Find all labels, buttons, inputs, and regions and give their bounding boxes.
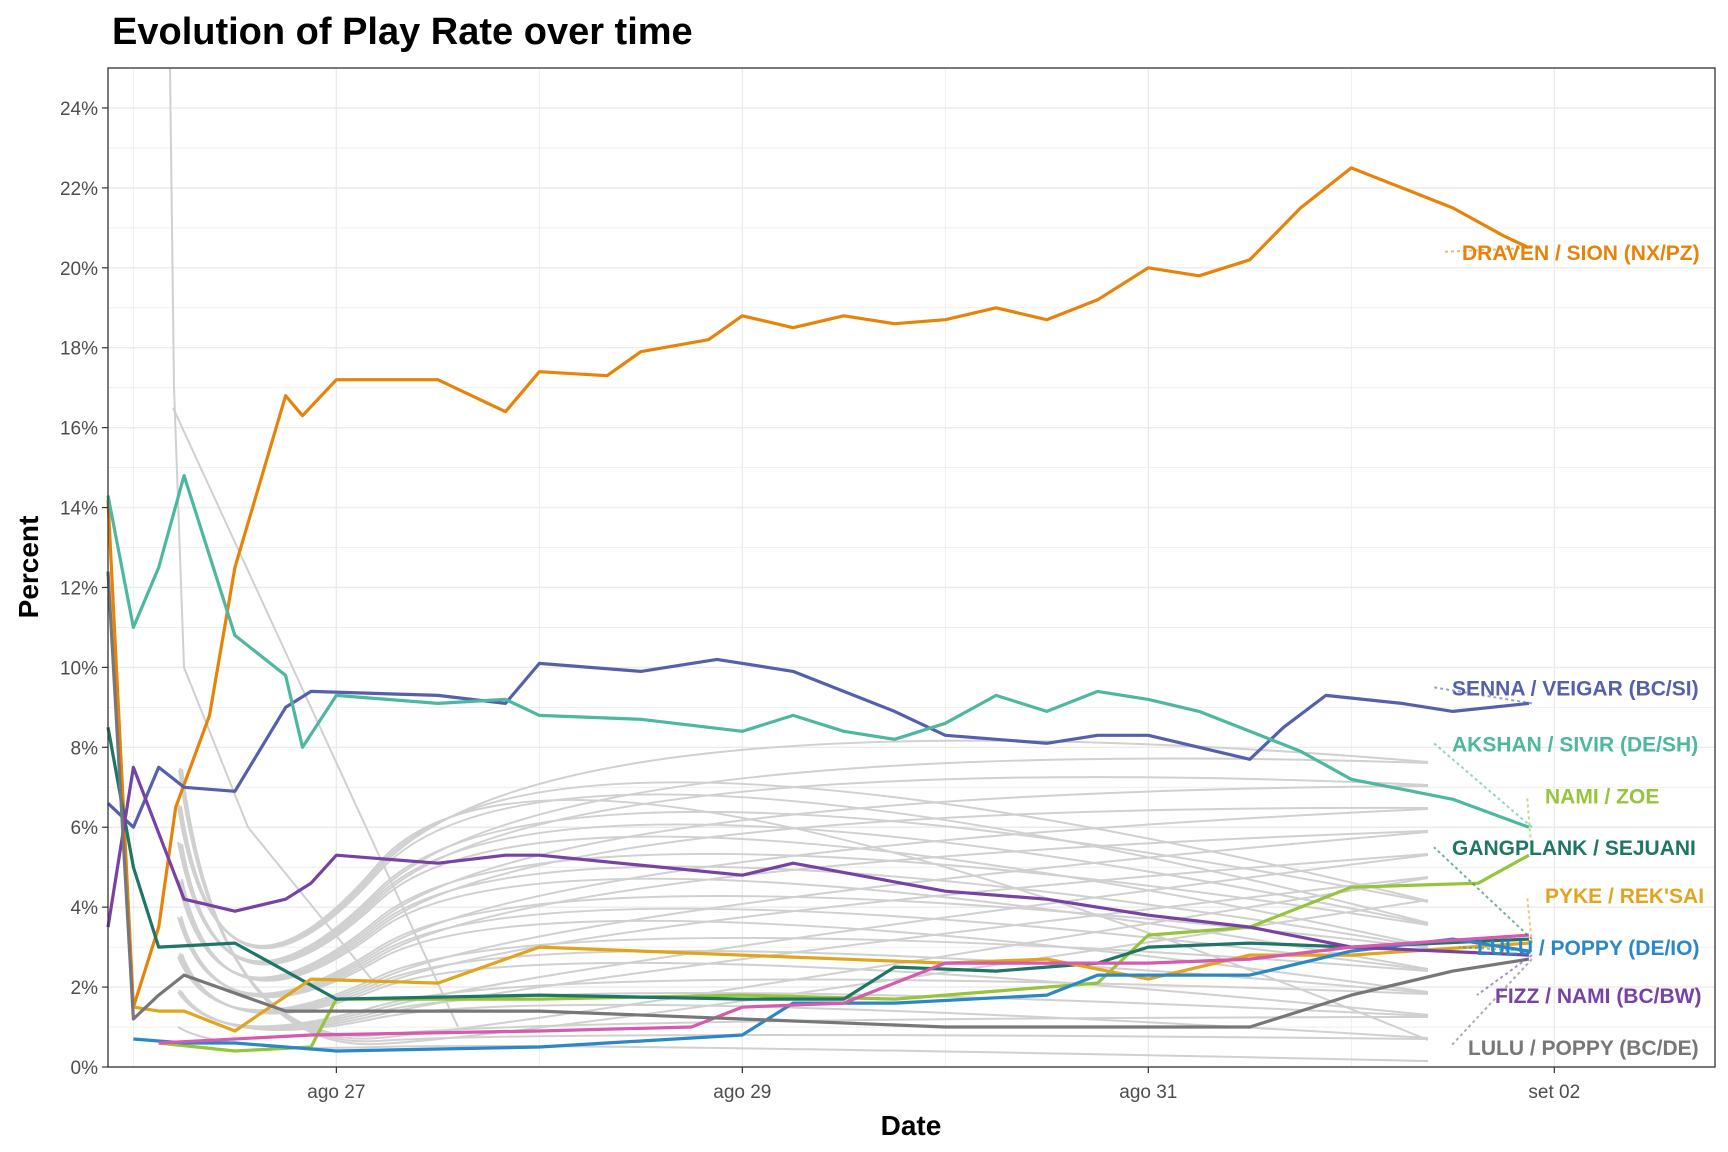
label-leader-line xyxy=(1476,954,1533,996)
series-end-label: SENNA / VEIGAR (BC/SI) xyxy=(1452,677,1699,700)
x-axis-title: Date xyxy=(881,1110,942,1141)
y-axis-ticks: 0% 2% 4% 6% 8% 10% 12% 14% 16% 18% 20% 22% 24% xyxy=(60,99,108,1079)
series-end-label: LULU / POPPY (DE/IO) xyxy=(1477,937,1699,960)
label-leader-line xyxy=(1433,686,1533,705)
label-leader-line xyxy=(1433,846,1533,940)
label-leader-line xyxy=(1443,246,1532,253)
series-line xyxy=(106,765,1529,957)
x-axis-ticks: ago 27 ago 29 ago 31 set 02 xyxy=(307,1067,1580,1103)
y-tick-label: 4% xyxy=(71,898,99,919)
label-leader-line xyxy=(1526,795,1533,856)
series-line xyxy=(158,853,1530,1053)
series-line xyxy=(106,657,1530,829)
series-line xyxy=(106,474,1530,829)
label-leader-line xyxy=(1458,946,1532,953)
series-end-label: LULU / POPPY (BC/DE) xyxy=(1468,1037,1699,1060)
x-tick-label: ago 27 xyxy=(307,1082,365,1103)
series-line xyxy=(106,166,1530,1009)
background-line xyxy=(180,770,1429,1037)
background-line xyxy=(177,936,1429,1012)
series-end-label: FIZZ / NAMI (BC/BW) xyxy=(1495,985,1701,1008)
series-lines xyxy=(106,166,1530,1053)
y-axis-title: Percent xyxy=(13,516,44,619)
background-line xyxy=(179,798,1429,1041)
background-line xyxy=(172,407,459,1028)
series-end-label: NAMI / ZOE xyxy=(1545,785,1659,808)
x-tick-label: set 02 xyxy=(1528,1082,1580,1103)
y-tick-label: 20% xyxy=(60,259,98,280)
label-leader-line xyxy=(1526,895,1533,944)
y-tick-label: 14% xyxy=(60,499,98,520)
label-leader-lines xyxy=(1433,246,1533,1048)
background-line xyxy=(179,853,1429,979)
series-end-label: PYKE / REK'SAI xyxy=(1545,885,1704,908)
y-tick-label: 22% xyxy=(60,179,98,200)
y-tick-label: 8% xyxy=(71,738,99,759)
y-tick-label: 6% xyxy=(71,818,99,839)
y-tick-label: 12% xyxy=(60,578,98,599)
y-tick-label: 16% xyxy=(60,419,98,440)
series-end-label: GANGPLANK / SEJUANI xyxy=(1452,837,1696,860)
series-end-label: DRAVEN / SION (NX/PZ) xyxy=(1462,242,1700,265)
background-line xyxy=(181,978,1429,1028)
series-line xyxy=(158,933,1530,1045)
y-tick-label: 0% xyxy=(71,1058,99,1079)
y-tick-label: 2% xyxy=(71,978,99,999)
y-tick-label: 10% xyxy=(60,658,98,679)
y-tick-label: 18% xyxy=(60,339,98,360)
background-line xyxy=(169,67,379,988)
background-line xyxy=(178,895,1429,995)
x-tick-label: ago 31 xyxy=(1119,1082,1177,1103)
plot-border xyxy=(107,67,1716,1068)
series-line xyxy=(106,727,1529,1001)
series-end-label: AKSHAN / SIVIR (DE/SH) xyxy=(1452,733,1698,756)
chart-title: Evolution of Play Rate over time xyxy=(112,11,693,53)
x-tick-label: ago 29 xyxy=(713,1082,771,1103)
series-line xyxy=(133,937,1530,1053)
series-line xyxy=(106,571,1530,1029)
series-end-labels: DRAVEN / SION (NX/PZ) SENNA / VEIGAR (BC/… xyxy=(1452,242,1704,1060)
y-tick-label: 24% xyxy=(60,99,98,120)
label-leader-line xyxy=(1449,958,1533,1048)
background-line xyxy=(180,810,1429,963)
